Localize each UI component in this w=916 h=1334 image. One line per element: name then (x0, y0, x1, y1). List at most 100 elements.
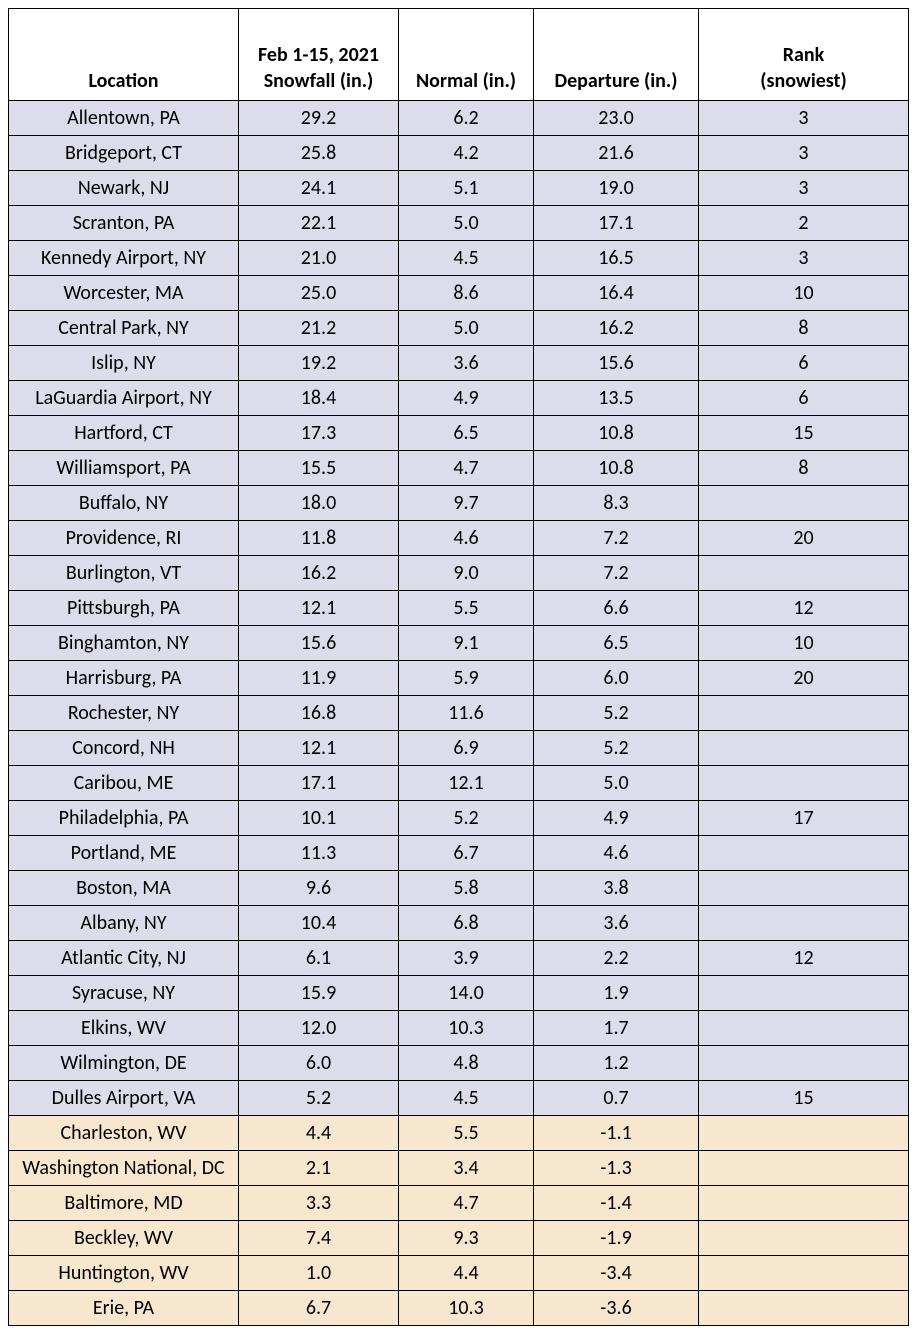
cell-departure: 13.5 (534, 381, 699, 416)
table-row: LaGuardia Airport, NY18.44.913.56 (9, 381, 909, 416)
cell-rank (699, 1186, 909, 1221)
cell-departure: 2.2 (534, 941, 699, 976)
cell-rank (699, 731, 909, 766)
cell-location: Albany, NY (9, 906, 239, 941)
cell-location: Newark, NJ (9, 171, 239, 206)
table-row: Buffalo, NY18.09.78.3 (9, 486, 909, 521)
table-row: Elkins, WV12.010.31.7 (9, 1011, 909, 1046)
cell-departure: 5.2 (534, 731, 699, 766)
cell-location: Boston, MA (9, 871, 239, 906)
cell-normal: 14.0 (399, 976, 534, 1011)
cell-normal: 9.7 (399, 486, 534, 521)
cell-rank (699, 556, 909, 591)
cell-rank (699, 1116, 909, 1151)
cell-location: Philadelphia, PA (9, 801, 239, 836)
cell-departure: 1.2 (534, 1046, 699, 1081)
cell-snowfall: 3.3 (239, 1186, 399, 1221)
cell-normal: 5.5 (399, 591, 534, 626)
table-row: Atlantic City, NJ6.13.92.212 (9, 941, 909, 976)
cell-snowfall: 18.0 (239, 486, 399, 521)
cell-departure: -3.4 (534, 1256, 699, 1291)
cell-location: Central Park, NY (9, 311, 239, 346)
cell-rank (699, 1291, 909, 1326)
cell-departure: 21.6 (534, 136, 699, 171)
cell-departure: 6.5 (534, 626, 699, 661)
cell-normal: 9.3 (399, 1221, 534, 1256)
cell-location: Portland, ME (9, 836, 239, 871)
cell-normal: 4.7 (399, 1186, 534, 1221)
cell-departure: 6.6 (534, 591, 699, 626)
cell-departure: 5.0 (534, 766, 699, 801)
cell-normal: 9.0 (399, 556, 534, 591)
cell-normal: 8.6 (399, 276, 534, 311)
cell-rank (699, 1151, 909, 1186)
cell-departure: 16.2 (534, 311, 699, 346)
table-row: Wilmington, DE6.04.81.2 (9, 1046, 909, 1081)
cell-rank: 8 (699, 311, 909, 346)
cell-normal: 3.6 (399, 346, 534, 381)
cell-location: Huntington, WV (9, 1256, 239, 1291)
col-location: Location (9, 9, 239, 101)
cell-location: Caribou, ME (9, 766, 239, 801)
cell-snowfall: 15.6 (239, 626, 399, 661)
cell-departure: 8.3 (534, 486, 699, 521)
cell-rank (699, 1046, 909, 1081)
table-row: Kennedy Airport, NY21.04.516.53 (9, 241, 909, 276)
cell-snowfall: 6.0 (239, 1046, 399, 1081)
cell-snowfall: 1.0 (239, 1256, 399, 1291)
cell-snowfall: 15.9 (239, 976, 399, 1011)
cell-rank (699, 486, 909, 521)
cell-rank (699, 766, 909, 801)
cell-location: Dulles Airport, VA (9, 1081, 239, 1116)
cell-snowfall: 17.1 (239, 766, 399, 801)
cell-rank: 8 (699, 451, 909, 486)
cell-rank: 3 (699, 101, 909, 136)
cell-normal: 4.7 (399, 451, 534, 486)
cell-snowfall: 12.1 (239, 731, 399, 766)
col-snowfall: Feb 1-15, 2021Snowfall (in.) (239, 9, 399, 101)
cell-normal: 6.5 (399, 416, 534, 451)
cell-departure: -1.4 (534, 1186, 699, 1221)
cell-departure: 1.7 (534, 1011, 699, 1046)
cell-location: Charleston, WV (9, 1116, 239, 1151)
cell-normal: 5.2 (399, 801, 534, 836)
cell-rank (699, 1256, 909, 1291)
cell-normal: 6.9 (399, 731, 534, 766)
table-row: Baltimore, MD3.34.7-1.4 (9, 1186, 909, 1221)
cell-normal: 10.3 (399, 1011, 534, 1046)
table-row: Boston, MA9.65.83.8 (9, 871, 909, 906)
cell-departure: 5.2 (534, 696, 699, 731)
cell-departure: 0.7 (534, 1081, 699, 1116)
table-row: Charleston, WV4.45.5-1.1 (9, 1116, 909, 1151)
cell-normal: 6.8 (399, 906, 534, 941)
cell-snowfall: 16.2 (239, 556, 399, 591)
cell-departure: 4.9 (534, 801, 699, 836)
cell-snowfall: 10.1 (239, 801, 399, 836)
table-row: Caribou, ME17.112.15.0 (9, 766, 909, 801)
cell-departure: 17.1 (534, 206, 699, 241)
table-row: Bridgeport, CT25.84.221.63 (9, 136, 909, 171)
cell-location: Rochester, NY (9, 696, 239, 731)
cell-departure: 6.0 (534, 661, 699, 696)
table-body: Allentown, PA29.26.223.03Bridgeport, CT2… (9, 101, 909, 1326)
cell-snowfall: 10.4 (239, 906, 399, 941)
cell-location: Pittsburgh, PA (9, 591, 239, 626)
cell-location: Washington National, DC (9, 1151, 239, 1186)
cell-location: Providence, RI (9, 521, 239, 556)
cell-snowfall: 15.5 (239, 451, 399, 486)
cell-rank: 12 (699, 941, 909, 976)
cell-location: Buffalo, NY (9, 486, 239, 521)
cell-rank (699, 836, 909, 871)
table-row: Pittsburgh, PA12.15.56.612 (9, 591, 909, 626)
table-row: Binghamton, NY15.69.16.510 (9, 626, 909, 661)
cell-rank: 6 (699, 381, 909, 416)
cell-location: Worcester, MA (9, 276, 239, 311)
cell-departure: 3.6 (534, 906, 699, 941)
cell-normal: 4.9 (399, 381, 534, 416)
cell-location: Concord, NH (9, 731, 239, 766)
col-departure: Departure (in.) (534, 9, 699, 101)
table-row: Burlington, VT16.29.07.2 (9, 556, 909, 591)
cell-snowfall: 6.1 (239, 941, 399, 976)
cell-location: Baltimore, MD (9, 1186, 239, 1221)
cell-location: Bridgeport, CT (9, 136, 239, 171)
